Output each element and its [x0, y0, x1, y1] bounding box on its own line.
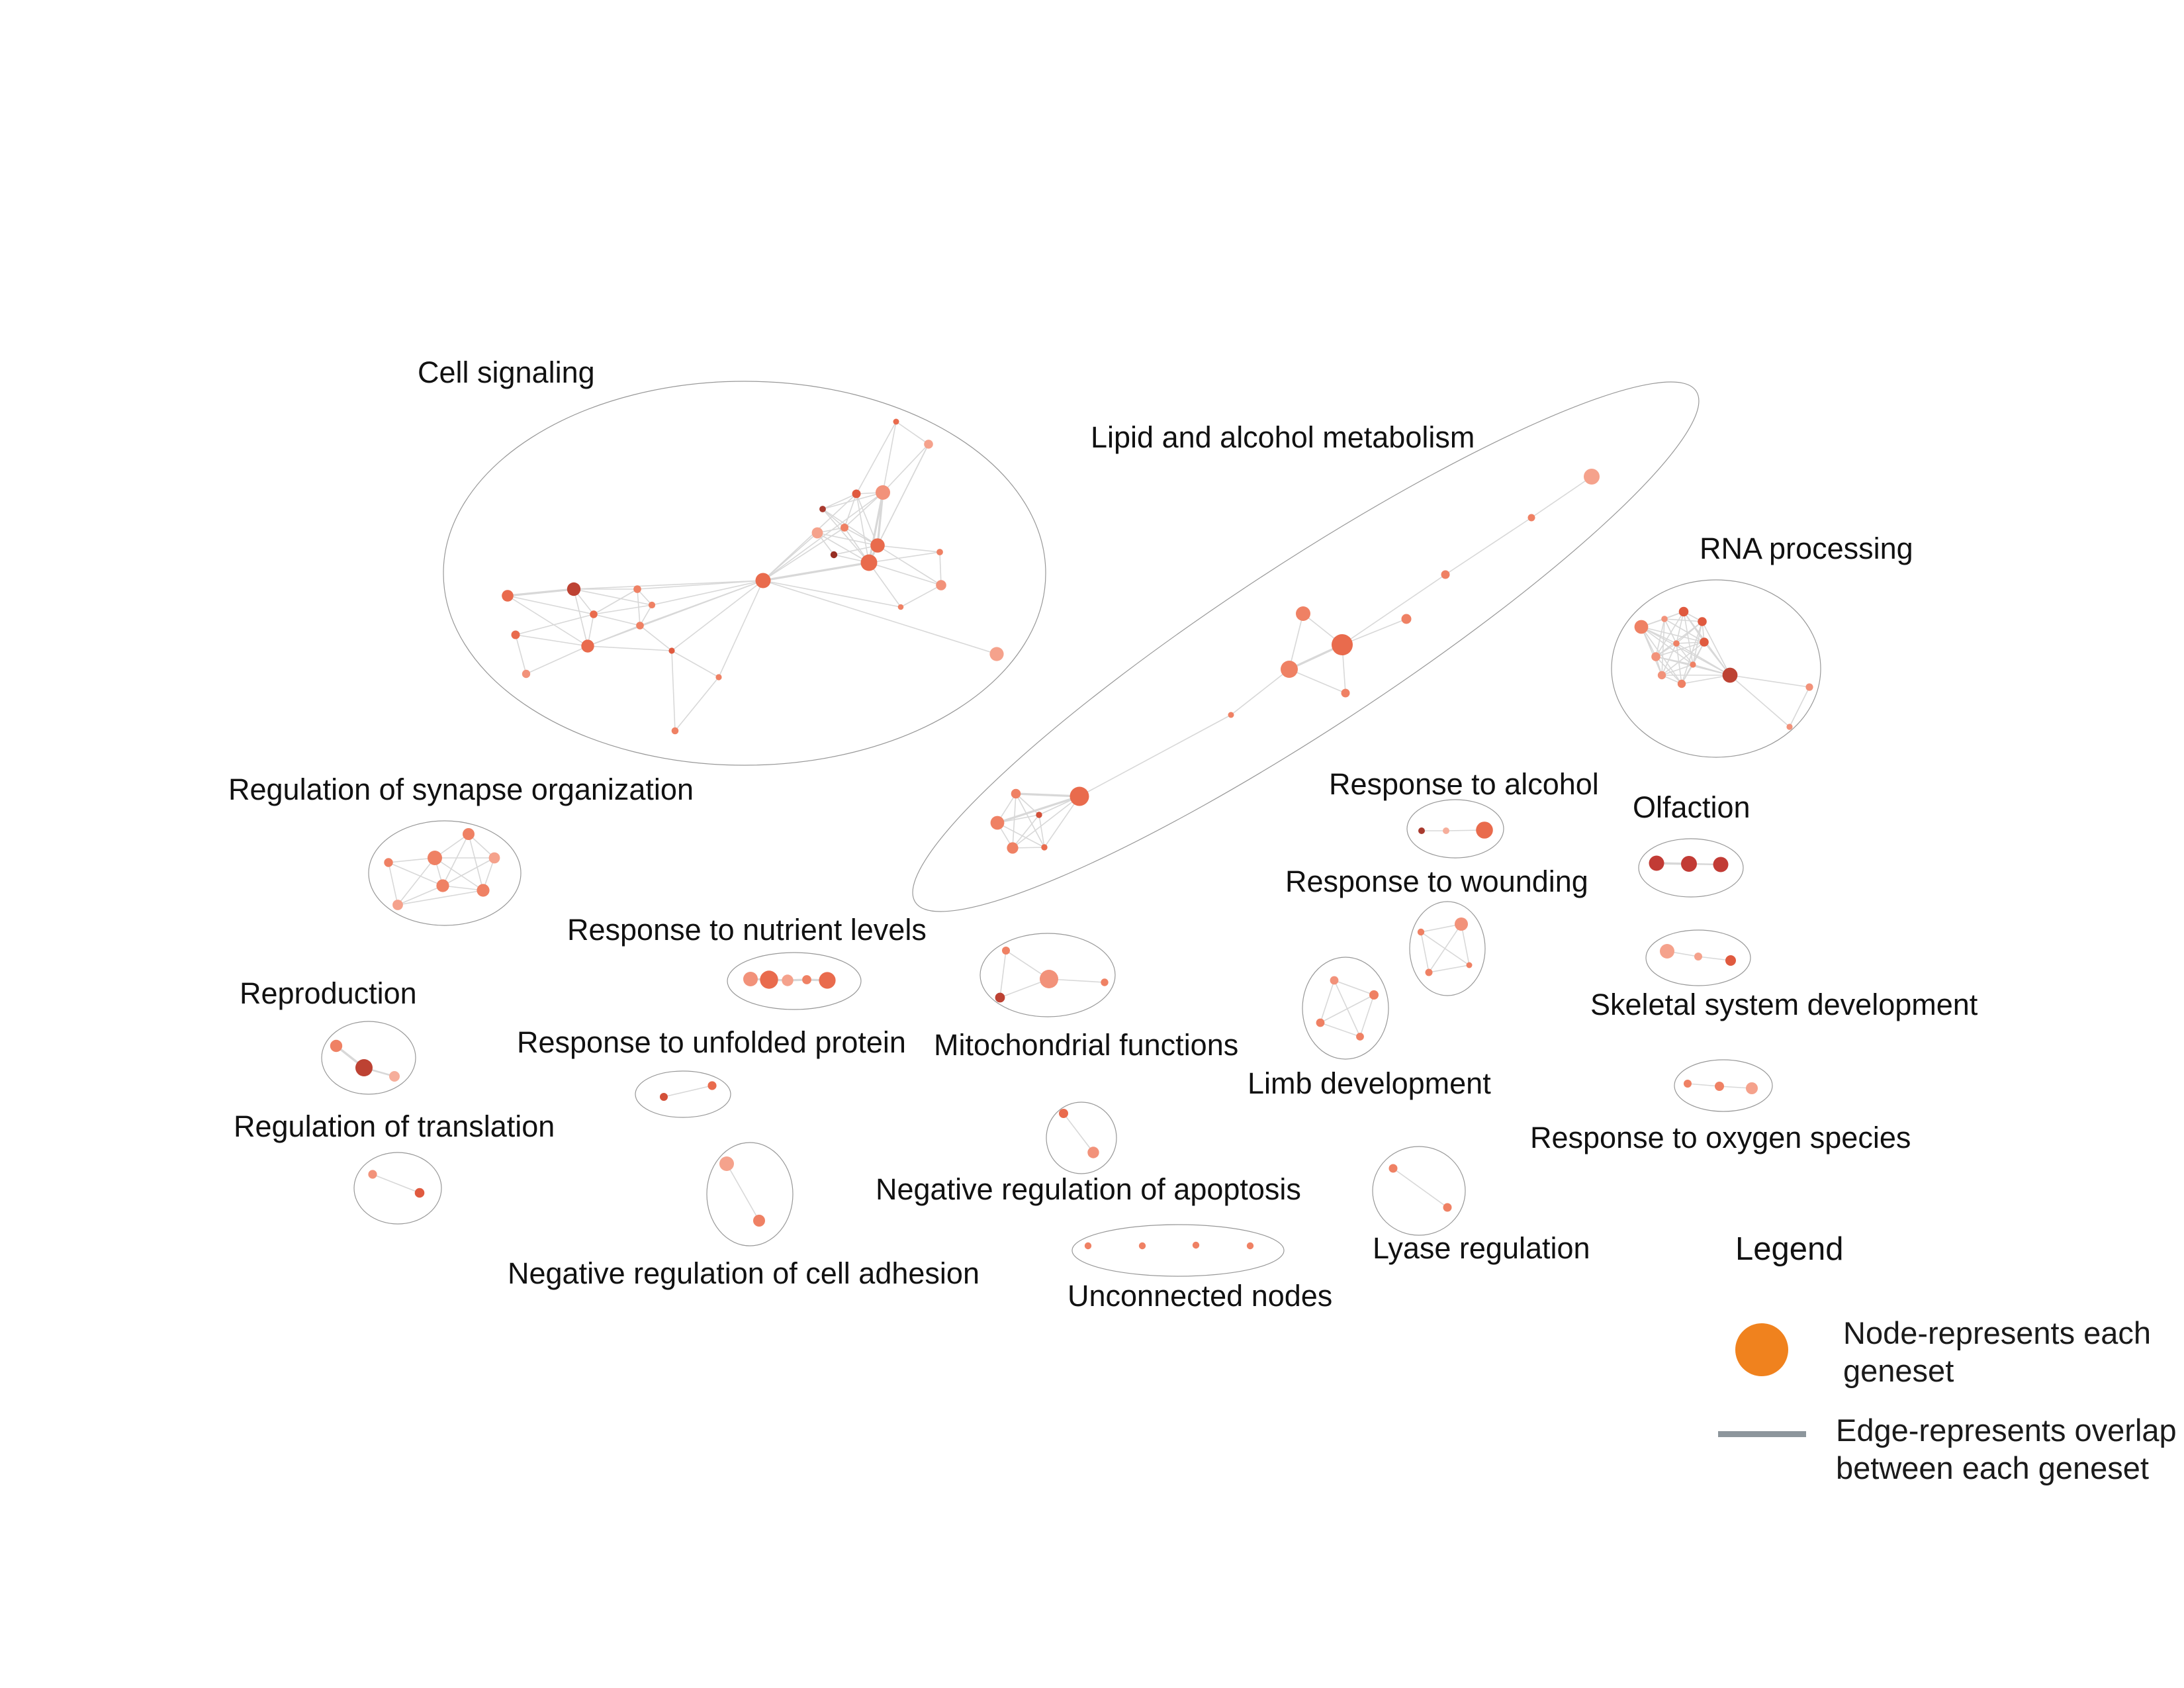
svg-text:Lipid and alcohol metabolism: Lipid and alcohol metabolism: [1091, 420, 1475, 454]
svg-text:Response to nutrient levels: Response to nutrient levels: [567, 913, 927, 947]
svg-text:Regulation of translation: Regulation of translation: [234, 1109, 555, 1143]
svg-text:between each geneset: between each geneset: [1836, 1450, 2149, 1485]
svg-text:Unconnected nodes: Unconnected nodes: [1068, 1279, 1332, 1313]
svg-text:Response to alcohol: Response to alcohol: [1329, 767, 1599, 801]
svg-text:Edge-represents overlap: Edge-represents overlap: [1836, 1413, 2177, 1448]
svg-text:Response to wounding: Response to wounding: [1285, 865, 1588, 898]
svg-text:Lyase regulation: Lyase regulation: [1373, 1231, 1590, 1265]
svg-text:Node-represents each: Node-represents each: [1843, 1315, 2151, 1350]
svg-text:Legend: Legend: [1735, 1231, 1844, 1267]
svg-text:Mitochondrial functions: Mitochondrial functions: [934, 1028, 1238, 1062]
svg-text:Negative regulation of apoptos: Negative regulation of apoptosis: [876, 1172, 1301, 1206]
svg-text:Negative regulation of cell ad: Negative regulation of cell adhesion: [508, 1256, 979, 1290]
svg-text:Reproduction: Reproduction: [240, 976, 417, 1010]
svg-text:Response to oxygen species: Response to oxygen species: [1530, 1121, 1911, 1154]
svg-text:Olfaction: Olfaction: [1633, 790, 1751, 824]
svg-text:Skeletal system development: Skeletal system development: [1590, 988, 1978, 1021]
svg-text:RNA processing: RNA processing: [1700, 532, 1913, 565]
svg-text:Regulation of synapse organiza: Regulation of synapse organization: [228, 773, 694, 806]
svg-text:Limb development: Limb development: [1248, 1066, 1491, 1100]
svg-text:Response to unfolded protein: Response to unfolded protein: [517, 1025, 906, 1059]
svg-text:geneset: geneset: [1843, 1353, 1954, 1388]
svg-text:Cell signaling: Cell signaling: [418, 355, 595, 389]
